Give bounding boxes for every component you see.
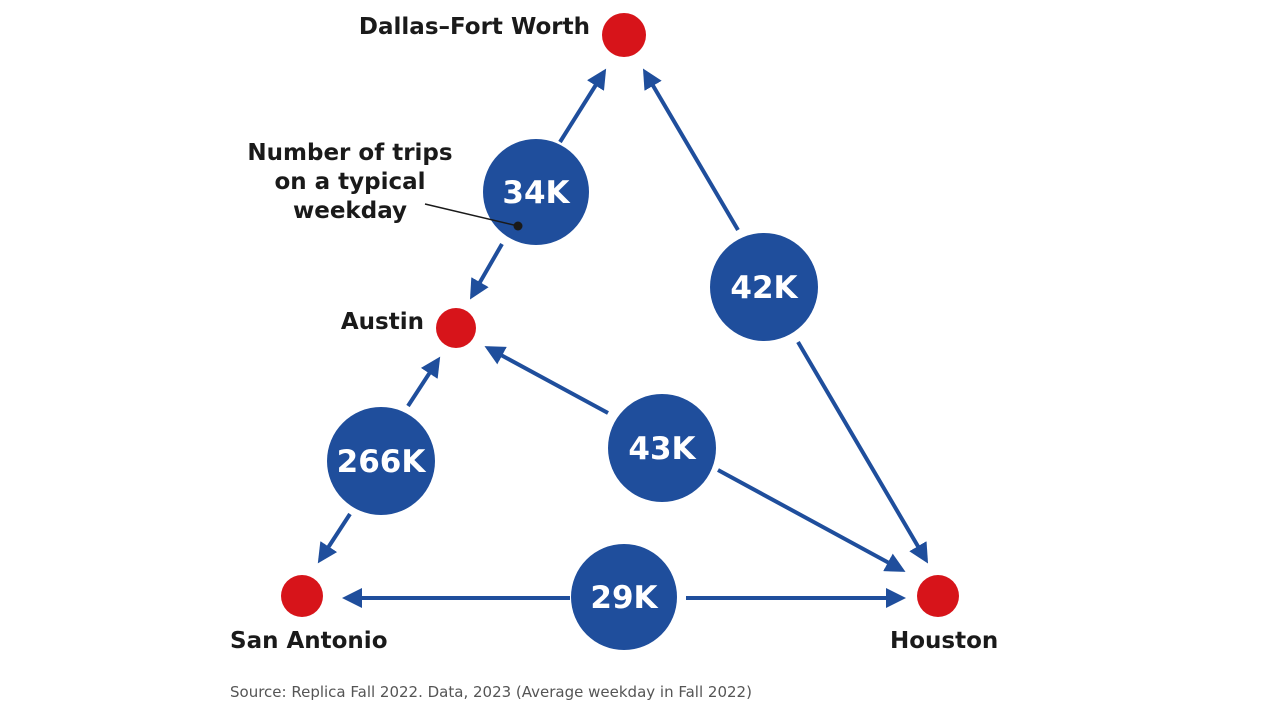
- arrow-266k-to-austin: [406, 356, 441, 408]
- city-markers: [281, 13, 959, 617]
- arrow-42k-to-dfw: [642, 68, 740, 232]
- arrow-266k-to-san-antonio: [317, 512, 352, 564]
- annotation-leader-line: [424, 203, 519, 227]
- flow-bubbles: [327, 139, 818, 650]
- arrow-43k-to-austin: [484, 346, 609, 415]
- flow-value: 266K: [337, 444, 427, 480]
- flow-arrows: [317, 68, 929, 608]
- arrow-34k-to-austin: [470, 243, 504, 300]
- city-label-san-antonio: San Antonio: [230, 628, 388, 654]
- city-marker-houston: [917, 575, 959, 617]
- arrow-34k-to-dfw: [558, 68, 607, 144]
- annotation-line: weekday: [293, 198, 407, 224]
- arrow-43k-to-houston: [717, 468, 906, 572]
- source-note: Source: Replica Fall 2022. Data, 2023 (A…: [230, 683, 752, 701]
- bubble-42k: [710, 233, 818, 341]
- city-marker-austin: [436, 308, 476, 348]
- bubble-266k: [327, 407, 435, 515]
- city-marker-dfw: [602, 13, 646, 57]
- bubble-43k: [608, 394, 716, 502]
- bubble-29k: [571, 544, 677, 650]
- bubble-34k: [483, 139, 589, 245]
- arrow-42k-to-houston: [796, 340, 929, 564]
- flow-value: 29K: [590, 580, 658, 616]
- city-label-austin: Austin: [341, 309, 424, 335]
- annotation-dot: [513, 221, 523, 231]
- city-label-houston: Houston: [890, 628, 998, 654]
- city-marker-san-antonio: [281, 575, 323, 617]
- flow-value: 43K: [628, 431, 696, 467]
- flow-value: 34K: [502, 175, 570, 211]
- flow-value: 42K: [730, 270, 798, 306]
- annotation-line: Number of trips: [247, 140, 452, 166]
- annotation-line: on a typical: [274, 169, 425, 195]
- city-label-dfw: Dallas–Fort Worth: [359, 14, 590, 40]
